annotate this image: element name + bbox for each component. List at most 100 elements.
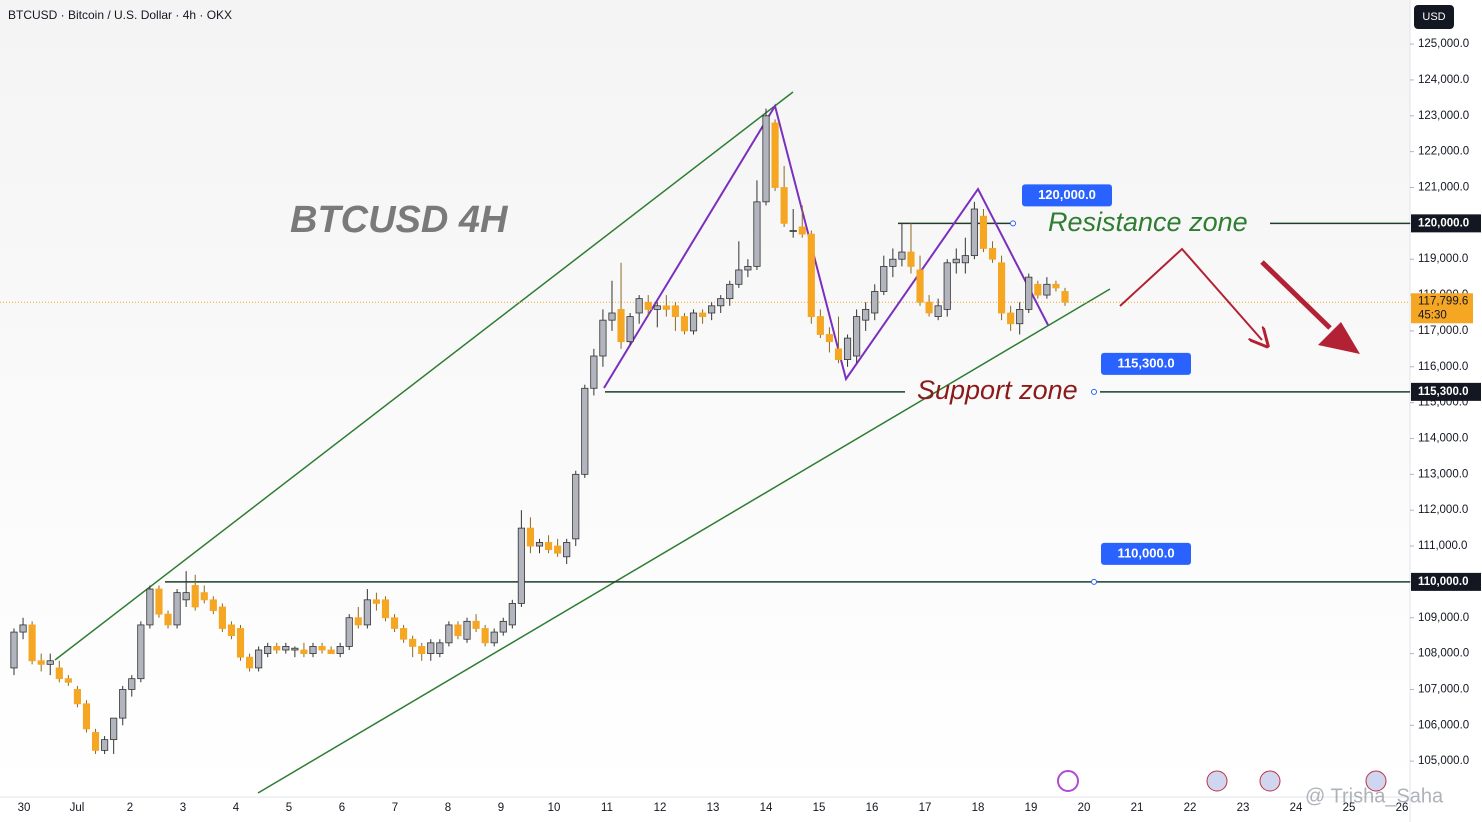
x-tick-label: 17 — [919, 802, 932, 814]
candle-body — [255, 649, 263, 669]
candle-body — [635, 298, 643, 314]
x-tick-label: 24 — [1290, 802, 1303, 814]
candle-body — [998, 262, 1006, 314]
x-tick-label: 18 — [972, 802, 985, 814]
candle-body — [363, 599, 371, 626]
y-tick-label: 113,000.0 — [1418, 468, 1468, 480]
candle-body — [1025, 276, 1033, 310]
candle-body — [463, 620, 471, 640]
candle-body — [572, 473, 580, 540]
price-callout-label: 115,300.0 — [1117, 355, 1174, 370]
candle-body — [436, 642, 444, 654]
candle-body — [155, 588, 163, 615]
candle-body — [46, 660, 54, 665]
y-tick-label: 108,000.0 — [1418, 648, 1469, 660]
y-tick-label: 105,000.0 — [1418, 755, 1469, 767]
candle-body — [662, 305, 670, 310]
x-tick-label: 22 — [1184, 802, 1197, 814]
candle-body — [825, 334, 834, 343]
event-icon[interactable] — [1057, 770, 1079, 792]
x-tick-label: 11 — [601, 802, 613, 814]
candle-body — [726, 283, 734, 300]
price-callout-label: 120,000.0 — [1038, 187, 1096, 202]
anchor-dot — [1091, 388, 1097, 395]
event-icon[interactable] — [1259, 770, 1281, 792]
candle-body — [961, 255, 969, 264]
resistance-label: Resistance zone — [1048, 207, 1248, 237]
axis-level-box — [1411, 572, 1481, 591]
candle-body — [952, 258, 960, 264]
projection-arrow — [1119, 247, 1262, 340]
plot-bg — [0, 0, 1410, 797]
axis-level-box — [1411, 382, 1481, 401]
candle-body — [871, 291, 879, 314]
candle-body — [689, 312, 698, 332]
candle-body — [218, 606, 226, 629]
y-tick-label: 125,000.0 — [1418, 38, 1469, 50]
candle-body — [164, 613, 172, 626]
candle-body — [55, 667, 63, 680]
symbol-title: BTCUSD · Bitcoin / U.S. Dollar · 4h · OK… — [8, 8, 232, 22]
candle-body — [499, 620, 507, 633]
candle-body — [200, 592, 208, 601]
y-tick-label: 111,000.0 — [1418, 540, 1467, 552]
y-tick-label: 119,000.0 — [1418, 253, 1468, 265]
x-tick-label: 13 — [707, 802, 720, 814]
candle-body — [490, 631, 498, 644]
x-tick-label: 21 — [1131, 802, 1144, 814]
candle-body — [898, 251, 906, 260]
x-tick-label: 3 — [180, 802, 186, 814]
price-callout[interactable] — [1101, 352, 1191, 375]
axis-level-label: 115,300.0 — [1418, 386, 1469, 398]
last-price-box — [1411, 293, 1473, 324]
candle-body — [327, 649, 335, 654]
axis-level-label: 110,000.0 — [1418, 576, 1469, 588]
candle-body — [771, 122, 779, 188]
candle-body — [245, 656, 254, 669]
candle-body — [1061, 291, 1069, 303]
x-tick-label: 12 — [654, 802, 667, 814]
candle-body — [816, 316, 824, 335]
price-callout[interactable] — [1101, 542, 1191, 565]
candle-body — [744, 265, 752, 271]
last-price-label: 117,799.6 — [1418, 295, 1468, 307]
event-icon[interactable] — [1365, 770, 1387, 792]
currency-box[interactable] — [1414, 5, 1454, 29]
x-tick-label: 4 — [233, 802, 240, 814]
candle-body — [708, 305, 716, 314]
candle-body — [762, 115, 770, 203]
y-tick-label: 121,000.0 — [1418, 182, 1469, 194]
candle-body — [110, 717, 118, 741]
candle-body — [182, 592, 190, 601]
candle-body — [300, 649, 308, 654]
x-tick-label: 23 — [1237, 802, 1250, 814]
candle-body — [227, 624, 236, 637]
candle-body — [146, 588, 154, 626]
candle-body — [907, 251, 915, 267]
y-tick-label: 116,000.0 — [1418, 361, 1468, 373]
candle-body — [28, 624, 36, 662]
y-tick-label: 122,000.0 — [1418, 146, 1469, 158]
candle-body — [554, 545, 562, 554]
candle-body — [644, 301, 652, 310]
channel-line — [54, 91, 794, 661]
x-tick-label: 9 — [498, 802, 504, 814]
candle-body — [427, 642, 435, 654]
candle-body — [137, 624, 145, 680]
currency[interactable]: USD — [1422, 11, 1445, 23]
y-tick-label: 114,000.0 — [1418, 433, 1468, 445]
candle-body — [789, 230, 797, 232]
candle-body — [626, 316, 634, 343]
candle-body — [843, 337, 852, 361]
x-tick-label: 10 — [548, 802, 561, 814]
event-icon[interactable] — [1206, 770, 1228, 792]
candle-body — [1043, 283, 1051, 296]
candle-body — [862, 309, 870, 321]
candle-body — [916, 269, 924, 303]
candle-body — [318, 646, 326, 651]
price-callout[interactable] — [1022, 184, 1112, 207]
x-tick-label: 6 — [339, 802, 345, 814]
y-tick-label: 124,000.0 — [1418, 74, 1469, 86]
candle-body — [563, 542, 571, 558]
